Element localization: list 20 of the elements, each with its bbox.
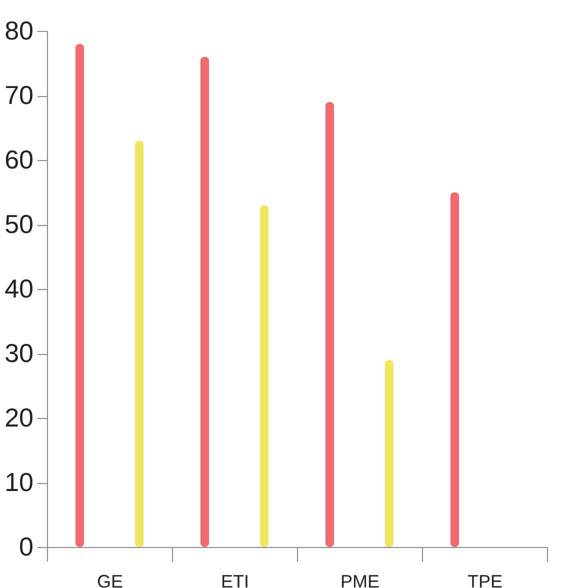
x-tick-label: TPE: [467, 572, 503, 588]
x-tick-label: ETI: [220, 572, 250, 588]
y-tick-label: 60: [4, 144, 34, 174]
bar: [134, 140, 144, 547]
bar: [75, 44, 84, 547]
bar: [325, 102, 334, 547]
y-tick-label: 30: [4, 338, 34, 368]
x-tick-label: GE: [96, 572, 124, 588]
y-tick-label: 20: [4, 402, 34, 432]
y-tick-label: 40: [4, 274, 34, 304]
bar: [384, 360, 394, 547]
y-tick-label: 50: [4, 209, 34, 239]
y-tick-label: 0: [19, 532, 34, 562]
bar: [450, 192, 460, 547]
x-tick-label: PME: [340, 572, 380, 588]
y-tick-label: 10: [4, 467, 34, 497]
y-tick-label: 80: [4, 16, 34, 46]
y-tick-label: 70: [4, 80, 34, 110]
bar: [260, 205, 269, 547]
bar: [200, 56, 210, 547]
